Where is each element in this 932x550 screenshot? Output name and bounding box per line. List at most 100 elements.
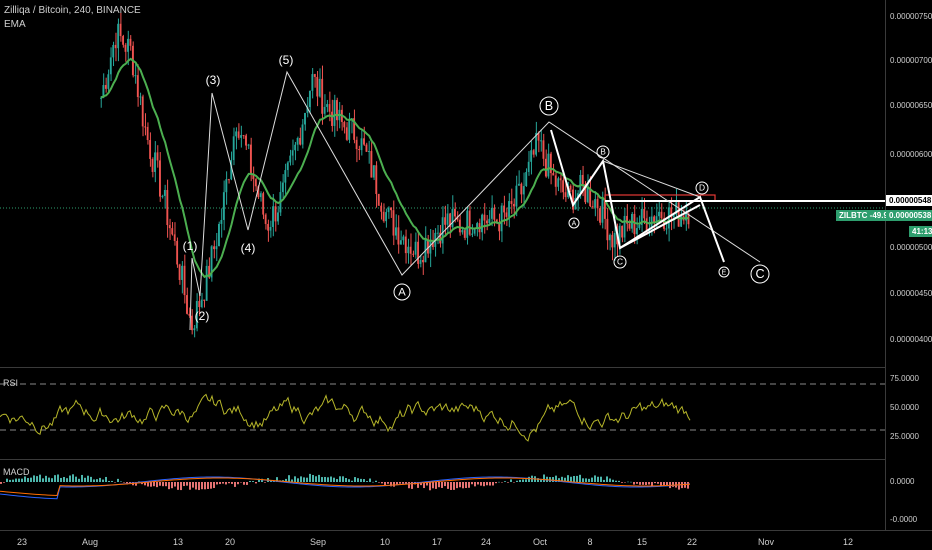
macd-histogram-bar — [561, 476, 563, 482]
candle-body — [397, 227, 400, 245]
candle-body — [122, 36, 124, 45]
macd-histogram-bar — [438, 482, 440, 488]
candle-body — [301, 124, 304, 145]
candle-body — [254, 179, 257, 187]
candle-body — [498, 222, 501, 232]
macd-histogram-bar — [315, 476, 317, 482]
macd-histogram-bar — [60, 477, 62, 482]
macd-histogram-bar — [525, 479, 527, 482]
macd-histogram-bar — [585, 478, 587, 482]
candle-body — [422, 260, 424, 263]
candle-body — [473, 228, 476, 234]
candle-body — [259, 193, 262, 198]
candle-body — [382, 211, 385, 222]
macd-histogram-bar — [342, 476, 344, 482]
candle-body — [380, 205, 383, 212]
pane-separator[interactable] — [0, 459, 932, 460]
macd-histogram-bar — [666, 482, 668, 486]
macd-histogram-bar — [453, 482, 455, 490]
macd-histogram-bar — [486, 482, 488, 486]
candle-body — [141, 96, 144, 127]
macd-histogram-bar — [510, 479, 512, 482]
macd-histogram-bar — [483, 482, 485, 487]
candle-body — [205, 265, 208, 301]
candle-body — [500, 205, 503, 232]
candle-body — [670, 207, 673, 218]
macd-histogram-bar — [36, 476, 38, 482]
candle-body — [336, 100, 338, 121]
candle-body — [505, 212, 508, 217]
candle-body — [535, 132, 537, 155]
macd-histogram-bar — [408, 482, 410, 489]
candle-body — [569, 185, 572, 190]
candle-body — [589, 187, 592, 207]
pane-separator[interactable] — [0, 367, 932, 368]
wave-C-label: C — [755, 267, 764, 281]
candle-body — [286, 162, 289, 171]
candle-body — [547, 153, 550, 177]
candle-body — [458, 219, 461, 233]
candle-body — [168, 225, 171, 229]
candle-body — [399, 240, 402, 245]
macd-histogram-bar — [69, 475, 71, 482]
macd-histogram-bar — [330, 476, 332, 482]
candle-body — [104, 85, 107, 89]
candle-body — [363, 138, 365, 145]
macd-histogram-bar — [72, 474, 74, 482]
macd-histogram-bar — [369, 478, 371, 482]
macd-histogram-bar — [432, 482, 434, 489]
candle-body — [173, 234, 176, 241]
candle-body — [653, 216, 655, 223]
candle-body — [515, 185, 518, 207]
rsi-pane-label: RSI — [3, 378, 19, 388]
macd-histogram-bar — [294, 476, 296, 482]
macd-histogram-bar — [48, 477, 50, 482]
triangle-wave-path — [550, 129, 725, 263]
macd-histogram-bar — [348, 479, 350, 482]
wave-2-label: (2) — [195, 309, 210, 323]
macd-histogram-bar — [204, 482, 206, 490]
price-axis[interactable] — [885, 0, 932, 530]
wave-d-small-label-ring — [695, 181, 709, 195]
candle-body — [385, 212, 388, 222]
wave-c-small-label-ring — [613, 255, 627, 269]
price-tick: 0.00000450 — [890, 289, 932, 298]
candle-body — [431, 240, 434, 247]
macd-histogram-bar — [405, 482, 407, 485]
candle-body — [510, 201, 513, 204]
time-tick: Sep — [309, 537, 327, 547]
candle-body — [395, 227, 397, 236]
candle-body — [601, 198, 604, 223]
macd-histogram-bar — [444, 482, 446, 487]
candle-body — [490, 207, 493, 219]
candle-body — [412, 253, 415, 255]
candle-body — [544, 158, 547, 177]
macd-histogram-bar — [63, 476, 65, 482]
macd-histogram-bar — [252, 481, 254, 482]
macd-histogram-bar — [30, 477, 32, 482]
candle-body — [426, 239, 429, 254]
macd-histogram-bar — [459, 482, 461, 488]
macd-histogram-bar — [27, 478, 29, 482]
candle-body — [407, 246, 410, 254]
macd-histogram-bar — [480, 482, 482, 486]
macd-histogram-bar — [234, 482, 236, 487]
macd-histogram-bar — [165, 482, 167, 487]
ema-indicator-label: EMA — [4, 19, 26, 30]
candle-body — [200, 299, 203, 308]
candle-body — [208, 265, 211, 278]
macd-histogram-bar — [387, 482, 389, 484]
candle-body — [188, 313, 191, 316]
candle-body — [213, 246, 215, 250]
macd-histogram-bar — [333, 477, 335, 482]
macd-histogram-bar — [276, 477, 278, 482]
candle-body — [608, 234, 611, 241]
macd-histogram-bar — [636, 482, 638, 484]
candle-body — [345, 127, 348, 140]
macd-histogram-bar — [555, 475, 557, 482]
candle-body — [441, 217, 444, 244]
macd-histogram-bar — [495, 482, 497, 484]
candle-body — [439, 232, 442, 244]
